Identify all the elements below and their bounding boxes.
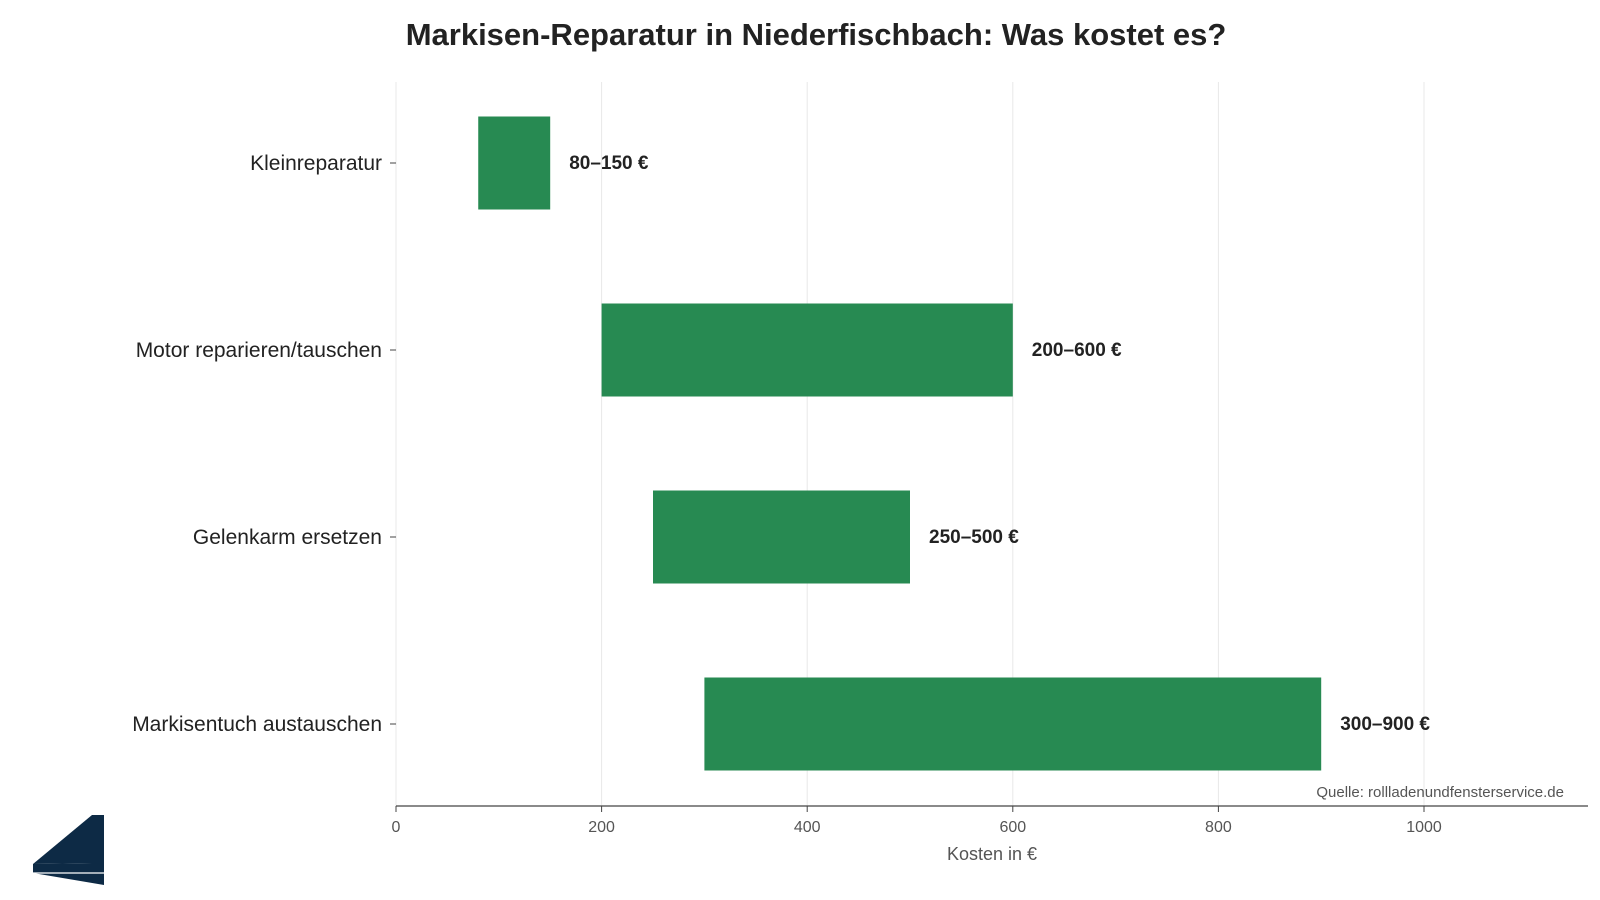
bar: [601, 303, 1013, 397]
x-tick-label: 800: [1205, 819, 1232, 836]
x-tick-label: 1000: [1406, 819, 1442, 836]
category-label: Motor reparieren/tauschen: [136, 339, 382, 362]
chart-title: Markisen-Reparatur in Niederfischbach: W…: [406, 17, 1227, 52]
bar: [704, 677, 1322, 771]
bar: [478, 116, 551, 210]
data-label: 200–600 €: [1032, 340, 1122, 361]
category-label: Markisentuch austauschen: [132, 713, 382, 736]
data-labels: 80–150 € 200–600 € 250–500 € 300–900 €: [569, 153, 1430, 735]
x-ticks: 0 200 400 600 800 1000: [392, 806, 1442, 836]
x-tick-label: 0: [392, 819, 401, 836]
x-tick-label: 400: [794, 819, 821, 836]
bars: [478, 116, 1322, 771]
category-labels: Kleinreparatur Motor reparieren/tauschen G…: [132, 152, 396, 736]
window-logo-icon: [33, 815, 104, 885]
x-tick-label: 200: [588, 819, 615, 836]
data-label: 300–900 €: [1340, 714, 1430, 735]
grid-lines: [395, 82, 1425, 806]
category-label: Gelenkarm ersetzen: [193, 526, 382, 549]
bar: [653, 490, 910, 584]
category-label: Kleinreparatur: [250, 152, 382, 175]
data-label: 80–150 €: [569, 153, 649, 174]
x-axis-label: Kosten in €: [947, 844, 1037, 864]
data-label: 250–500 €: [929, 527, 1019, 548]
source-note: Quelle: rollladenundfensterservice.de: [1316, 784, 1564, 801]
x-tick-label: 600: [999, 819, 1026, 836]
